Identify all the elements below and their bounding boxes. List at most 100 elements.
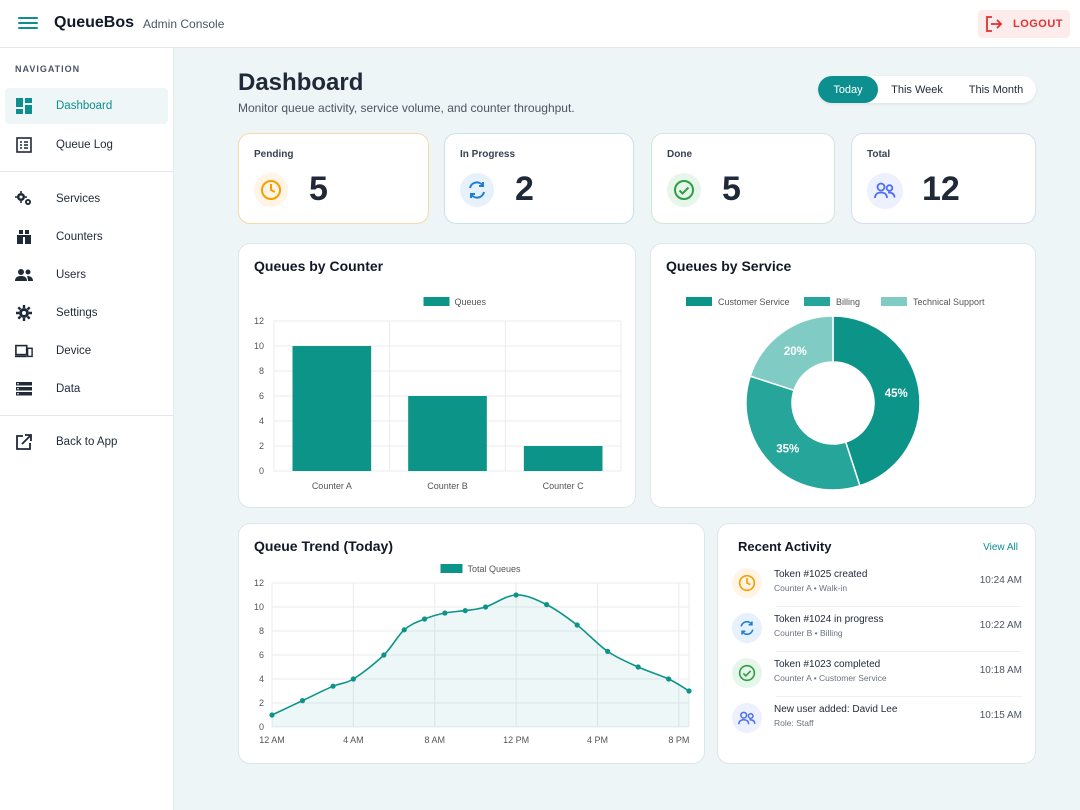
y-tick-label: 0 <box>259 722 264 732</box>
data-point <box>401 627 407 633</box>
dashboard-icon <box>15 97 33 115</box>
slice-label: 35% <box>776 443 799 455</box>
data-point <box>421 616 428 622</box>
sidebar: NAVIGATION Dashboard Queue Log Services … <box>0 48 174 810</box>
y-tick-label: 12 <box>254 316 264 326</box>
donut-slice <box>832 315 921 487</box>
activity-item[interactable]: Token #1024 in progress Counter B • Bill… <box>732 607 1022 652</box>
card-title: Recent Activity <box>738 539 832 554</box>
bar <box>408 396 487 471</box>
range-this-month-button[interactable]: This Month <box>968 83 1024 96</box>
stat-value: 5 <box>722 170 741 208</box>
logout-label: LOGOUT <box>1012 18 1064 30</box>
range-this-week-button[interactable]: This Week <box>891 83 943 96</box>
storage-icon <box>15 380 33 398</box>
logout-icon <box>986 16 1003 32</box>
data-point <box>574 622 580 628</box>
y-tick-label: 10 <box>254 341 264 351</box>
data-point <box>666 676 672 682</box>
logout-button[interactable]: LOGOUT <box>978 10 1070 38</box>
bar <box>523 446 603 471</box>
activity-time: 10:18 AM <box>979 665 1022 676</box>
activity-subtitle: Counter B • Billing <box>774 628 843 638</box>
y-tick-label: 4 <box>259 416 264 426</box>
sidebar-item-services[interactable]: Services <box>5 181 168 217</box>
stat-label: Done <box>667 149 692 160</box>
recent-activity-card: Recent Activity View All Token #1025 cre… <box>717 523 1036 764</box>
gear-icon <box>15 304 33 322</box>
activity-item[interactable]: Token #1023 completed Counter A • Custom… <box>732 652 1022 697</box>
trend-line-chart: 0 2 4 6 8 10 12 12 AM 4 AM 8 AM 12 PM 4 PM 8 PM Total… <box>254 564 692 745</box>
x-tick-label: 12 PM <box>503 735 529 745</box>
data-point <box>269 712 275 718</box>
x-tick-label: Counter A <box>312 481 352 491</box>
stat-card-pending: Pending 5 <box>238 133 429 224</box>
counter-chart-card: Queues by Counter 0 2 4 6 8 10 12 Queues Counter… <box>238 243 636 508</box>
stat-value: 2 <box>515 170 534 208</box>
users-icon <box>15 266 33 284</box>
range-today-button[interactable]: Today <box>818 76 878 103</box>
y-tick-label: 6 <box>259 650 264 660</box>
activity-item[interactable]: Token #1025 created Counter A • Walk-in … <box>732 562 1022 607</box>
activity-item[interactable]: New user added: David Lee Role: Staff 10… <box>732 697 1022 742</box>
data-point <box>299 698 306 704</box>
sidebar-item-label: Settings <box>56 307 98 319</box>
page-title: Dashboard <box>238 69 364 96</box>
data-point <box>482 604 489 610</box>
row-divider <box>776 606 1022 607</box>
y-tick-label: 8 <box>259 626 264 636</box>
trend-chart-card: Queue Trend (Today) 0 2 4 6 8 10 12 12 AM 4 AM 8 … <box>238 523 705 764</box>
slice-label: 20% <box>784 346 807 358</box>
refresh-icon <box>732 613 762 643</box>
data-point <box>350 676 356 682</box>
card-title: Queues by Counter <box>254 258 384 274</box>
x-tick-label: 4 PM <box>587 735 608 745</box>
activity-title: Token #1024 in progress <box>774 614 884 625</box>
sidebar-item-label: Back to App <box>56 436 118 448</box>
stat-card-done: Done 5 <box>651 133 835 224</box>
legend-swatch <box>881 297 907 306</box>
donut-slice <box>745 375 861 491</box>
app-brand: QueueBos <box>54 14 135 31</box>
slice-label: 45% <box>885 388 908 400</box>
row-divider <box>776 696 1022 697</box>
x-tick-label: 4 AM <box>343 735 364 745</box>
legend-label: Total Queues <box>468 564 522 574</box>
check-circle-icon <box>732 658 762 688</box>
sidebar-item-device[interactable]: Device <box>5 333 168 369</box>
sidebar-item-queue-log[interactable]: Queue Log <box>5 127 168 163</box>
data-point <box>513 592 519 598</box>
sidebar-item-label: Data <box>56 383 81 395</box>
view-all-link[interactable]: View All <box>983 542 1018 553</box>
sidebar-item-back-to-app[interactable]: Back to App <box>5 424 168 460</box>
card-title: Queue Trend (Today) <box>254 538 393 554</box>
stat-card-in-progress: In Progress 2 <box>444 133 634 224</box>
legend-swatch <box>804 297 830 306</box>
sidebar-item-users[interactable]: Users <box>5 257 168 293</box>
y-tick-label: 6 <box>259 391 264 401</box>
stat-value: 5 <box>309 170 328 208</box>
hamburger-menu-icon[interactable] <box>18 14 38 34</box>
activity-title: Token #1025 created <box>774 569 868 580</box>
stat-label: Pending <box>254 149 294 160</box>
service-donut-chart: Customer Service Billing Technical Support… <box>686 297 985 491</box>
devices-icon <box>15 342 33 360</box>
legend-swatch <box>423 297 450 306</box>
sidebar-item-label: Users <box>56 269 87 281</box>
legend-label: Customer Service <box>718 297 790 307</box>
activity-time: 10:24 AM <box>979 575 1022 586</box>
sidebar-item-label: Counters <box>56 231 103 243</box>
sidebar-item-dashboard[interactable]: Dashboard <box>5 88 168 124</box>
sidebar-item-settings[interactable]: Settings <box>5 295 168 331</box>
activity-time: 10:15 AM <box>979 710 1022 721</box>
x-tick-label: Counter C <box>543 481 585 491</box>
sidebar-item-counters[interactable]: Counters <box>5 219 168 255</box>
gears-icon <box>15 190 33 208</box>
data-point <box>635 664 641 670</box>
y-tick-label: 10 <box>254 602 264 612</box>
data-point <box>330 683 336 689</box>
nav-divider <box>0 415 174 416</box>
stat-value: 12 <box>922 170 960 208</box>
sidebar-item-data[interactable]: Data <box>5 371 168 407</box>
y-tick-label: 0 <box>259 466 264 476</box>
